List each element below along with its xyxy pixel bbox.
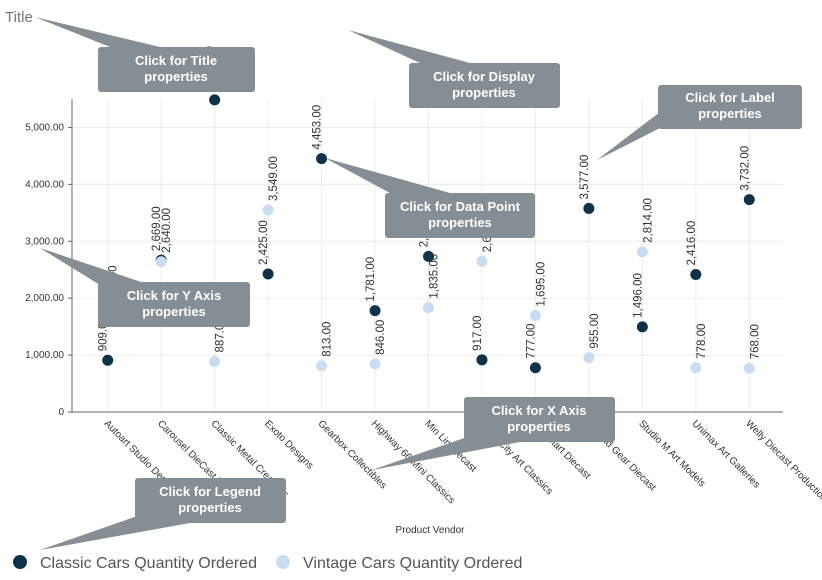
data-point[interactable] [690, 269, 702, 281]
callout-text: properties [452, 85, 516, 100]
x-tick-label[interactable]: Exoto Designs [262, 418, 315, 471]
callout-text: properties [142, 304, 206, 319]
data-label[interactable]: 3,549.00 [268, 156, 280, 201]
y-tick-label[interactable]: 2,000.00 [25, 293, 64, 304]
y-axis-callout[interactable]: Click for Y Axis properties [40, 248, 250, 327]
data-label[interactable]: 2,425.00 [258, 220, 270, 265]
callout-box [464, 397, 615, 442]
y-tick-label[interactable]: 1,000.00 [25, 350, 64, 361]
callout-text: Click for Title [135, 53, 217, 68]
data-point[interactable] [155, 256, 167, 268]
callout-arrow [325, 158, 450, 193]
data-point[interactable] [262, 204, 274, 216]
data-label[interactable]: 813.00 [322, 322, 334, 357]
title-callout[interactable]: Click for Title properties [35, 17, 255, 92]
data-point[interactable] [316, 153, 328, 165]
data-point[interactable] [209, 94, 221, 106]
callout-text: properties [507, 419, 571, 434]
data-point[interactable] [369, 305, 381, 317]
callout-text: properties [144, 69, 208, 84]
data-point[interactable] [316, 360, 328, 372]
legend-label[interactable]: Vintage Cars Quantity Ordered [303, 555, 522, 572]
data-point[interactable] [423, 250, 434, 262]
data-point[interactable] [369, 358, 381, 370]
data-label[interactable]: 1,835.00 [429, 254, 441, 299]
data-point[interactable] [690, 362, 702, 374]
data-point[interactable] [636, 246, 648, 258]
callout-text: properties [698, 106, 762, 121]
data-point-callout[interactable]: Click for Data Point properties [325, 158, 535, 238]
callout-box [658, 85, 802, 129]
data-label[interactable]: 2,640.00 [161, 208, 173, 253]
callout-text: Click for X Axis [492, 403, 587, 418]
chart-title[interactable]: Title [5, 9, 33, 26]
data-point[interactable] [423, 302, 434, 314]
legend-marker[interactable] [276, 555, 290, 569]
callout-box [135, 478, 286, 523]
label-callout[interactable]: Click for Label properties [597, 85, 802, 160]
data-label[interactable]: 3,577.00 [579, 155, 591, 200]
callout-box [409, 63, 560, 108]
data-point[interactable] [102, 354, 114, 366]
data-point[interactable] [743, 362, 755, 374]
data-label[interactable]: 2,669.00 [151, 206, 163, 251]
callout-arrow [35, 17, 160, 47]
data-point[interactable] [583, 352, 595, 364]
callout-text: Click for Legend [159, 484, 261, 499]
callout-box [98, 282, 250, 327]
y-tick-label[interactable]: 4,000.00 [25, 179, 64, 190]
callout-arrow [40, 515, 190, 550]
callout-text: Click for Y Axis [127, 288, 221, 303]
data-point[interactable] [636, 321, 648, 333]
display-callout[interactable]: Click for Display properties [348, 30, 560, 108]
y-tick-label[interactable]: 0 [58, 407, 64, 418]
callout-box [385, 193, 535, 238]
legend-marker[interactable] [13, 555, 27, 569]
callout-text: properties [178, 500, 242, 515]
data-label[interactable]: 768.00 [749, 324, 761, 359]
callout-text: Click for Label [685, 90, 775, 105]
data-point[interactable] [209, 356, 221, 368]
callout-arrow [40, 248, 150, 285]
data-point[interactable] [529, 310, 541, 322]
legend-label[interactable]: Classic Cars Quantity Ordered [40, 555, 257, 572]
y-tick-label[interactable]: 5,000.00 [25, 122, 64, 133]
data-point[interactable] [476, 354, 488, 366]
data-point[interactable] [743, 194, 755, 206]
callout-text: Click for Display [433, 69, 536, 84]
data-label[interactable]: 1,695.00 [535, 262, 547, 307]
data-label[interactable]: 2,814.00 [642, 198, 654, 243]
callout-arrow [597, 112, 660, 160]
callouts: Click for Title properties Click for Dis… [35, 17, 802, 550]
data-label[interactable]: 917.00 [472, 316, 484, 351]
data-point[interactable] [529, 362, 541, 374]
y-tick-label[interactable]: 3,000.00 [25, 236, 64, 247]
data-label[interactable]: 2,416.00 [686, 221, 698, 266]
data-label[interactable]: 1,496.00 [632, 273, 644, 318]
callout-text: Click for Data Point [400, 199, 521, 214]
data-label[interactable]: 4,453.00 [312, 105, 324, 150]
data-label[interactable]: 846.00 [375, 320, 387, 355]
x-tick-label[interactable]: Welly Diecast Productions [743, 418, 822, 508]
callout-box [98, 47, 255, 92]
callout-text: properties [428, 215, 492, 230]
legend[interactable]: Classic Cars Quantity Ordered Vintage Car… [13, 555, 522, 572]
callout-arrow [372, 436, 520, 470]
data-point[interactable] [583, 202, 595, 214]
data-label[interactable]: 3,732.00 [739, 146, 751, 191]
data-label[interactable]: 777.00 [525, 324, 537, 359]
data-point[interactable] [476, 255, 488, 267]
x-axis-title[interactable]: Product Vendor [396, 525, 466, 536]
data-label[interactable]: 955.00 [589, 313, 601, 348]
legend-callout[interactable]: Click for Legend properties [40, 478, 286, 550]
callout-arrow [348, 30, 470, 63]
data-point[interactable] [262, 268, 274, 280]
x-axis-callout[interactable]: Click for X Axis properties [372, 397, 615, 470]
data-label[interactable]: 1,781.00 [365, 257, 377, 302]
data-label[interactable]: 778.00 [696, 324, 708, 359]
